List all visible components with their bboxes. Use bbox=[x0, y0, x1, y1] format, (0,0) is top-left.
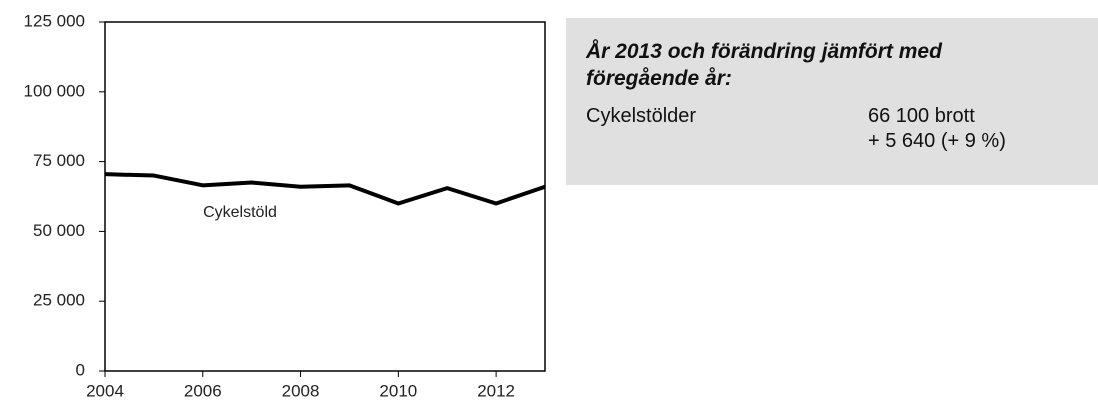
x-tick-label: 2010 bbox=[379, 381, 417, 400]
info-values: 66 100 brott + 5 640 (+ 9 %) bbox=[868, 104, 1006, 154]
series-line bbox=[104, 172, 546, 206]
x-tick-label: 2008 bbox=[282, 381, 320, 400]
info-label: Cykelstölder bbox=[586, 105, 697, 127]
plot-frame bbox=[104, 21, 546, 372]
info-line: + 5 640 (+ 9 %) bbox=[868, 130, 1006, 152]
x-tick-label: 2004 bbox=[86, 381, 124, 400]
series-label: Cykelstöld bbox=[203, 204, 277, 221]
info-title: År 2013 och förändring jämfört med föreg… bbox=[586, 40, 942, 90]
info-line: 66 100 brott bbox=[868, 105, 975, 127]
y-tick-label: 0 bbox=[76, 360, 85, 379]
x-tick-label: 2006 bbox=[184, 381, 222, 400]
y-tick-label: 125 000 bbox=[24, 11, 85, 30]
info-box: År 2013 och förändring jämfört med föreg… bbox=[566, 18, 1098, 185]
info-row: Cykelstölder 66 100 brott + 5 640 (+ 9 %… bbox=[586, 104, 1078, 154]
y-tick-label: 100 000 bbox=[24, 81, 85, 100]
chart: 0 25 000 50 000 75 000 100 000 125 000 2004 200… bbox=[24, 11, 546, 400]
y-tick-label: 25 000 bbox=[33, 291, 85, 310]
y-tick-label: 75 000 bbox=[33, 151, 85, 170]
x-tick-label: 2012 bbox=[477, 381, 515, 400]
y-tick-label: 50 000 bbox=[33, 221, 85, 240]
